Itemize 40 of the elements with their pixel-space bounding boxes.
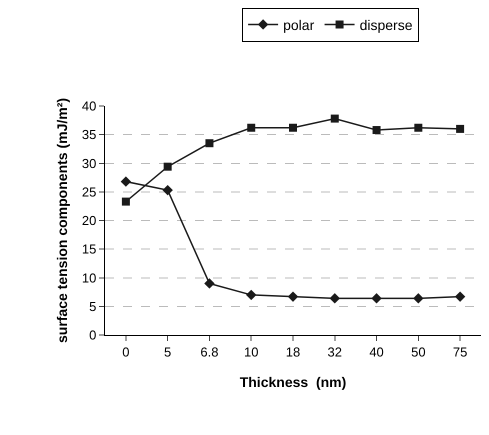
x-tick-label: 5 bbox=[164, 344, 172, 360]
point bbox=[330, 293, 340, 304]
point bbox=[454, 291, 466, 302]
x-tick-label: 10 bbox=[244, 344, 258, 360]
point bbox=[204, 278, 215, 289]
x-tick-label: 6.8 bbox=[200, 344, 218, 360]
y-tick-label: 15 bbox=[82, 242, 96, 257]
legend-label: polar bbox=[283, 16, 315, 33]
point bbox=[372, 126, 381, 134]
point bbox=[247, 124, 256, 132]
x-tick-label: 18 bbox=[286, 344, 300, 360]
point bbox=[413, 293, 424, 304]
point bbox=[289, 124, 297, 132]
point bbox=[288, 291, 298, 302]
y-tick-label: 35 bbox=[82, 127, 96, 142]
x-tick-label: 40 bbox=[369, 344, 384, 360]
y-tick-label: 40 bbox=[82, 98, 96, 114]
y-tick-label: 0 bbox=[89, 328, 96, 343]
point bbox=[414, 124, 422, 132]
y-tick-label: 20 bbox=[82, 213, 96, 228]
point bbox=[162, 184, 173, 196]
y-tick-label: 5 bbox=[89, 298, 96, 314]
point bbox=[120, 176, 132, 187]
point bbox=[164, 162, 172, 171]
x-tick-label: 75 bbox=[452, 344, 468, 360]
point bbox=[205, 139, 214, 148]
x-tick-label: 0 bbox=[122, 344, 130, 360]
x-axis-title: Thickness (nm) bbox=[240, 374, 346, 390]
point bbox=[246, 290, 256, 300]
point bbox=[371, 293, 382, 304]
y-tick-label: 25 bbox=[82, 184, 96, 200]
point bbox=[330, 114, 339, 123]
point bbox=[456, 124, 464, 133]
legend-label: disperse bbox=[360, 16, 413, 33]
x-tick-label: 32 bbox=[328, 344, 342, 360]
x-tick-label: 50 bbox=[411, 344, 426, 360]
y-axis-title: surface tension components (mJ/m²) bbox=[54, 98, 70, 344]
y-tick-label: 10 bbox=[82, 270, 96, 286]
y-tick-label: 30 bbox=[82, 156, 96, 171]
point bbox=[122, 198, 130, 206]
